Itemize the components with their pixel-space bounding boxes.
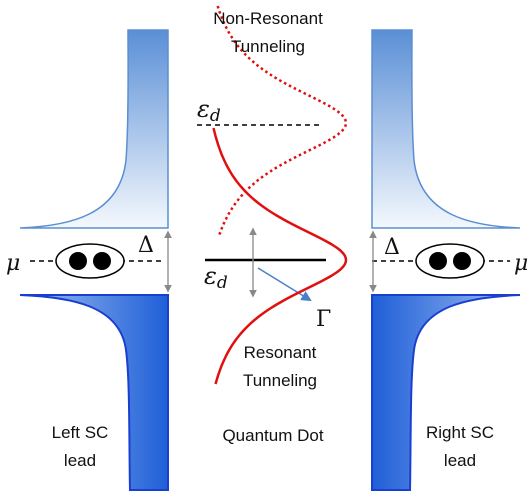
label: Right SC — [426, 423, 494, 442]
subscript: d — [210, 106, 221, 126]
label: Non-Resonant — [213, 9, 323, 28]
right-dos-upper — [372, 30, 520, 228]
label: Left SC — [52, 423, 109, 442]
left-dos-upper — [20, 30, 168, 228]
subscript: d — [217, 273, 228, 293]
mu: μ — [514, 251, 528, 276]
gamma-arrow — [258, 268, 310, 300]
label: Tunneling — [231, 37, 305, 56]
cooper-pair-left — [56, 244, 124, 278]
label: lead — [444, 451, 476, 470]
mu: μ — [6, 251, 20, 276]
symbol: ε — [197, 95, 210, 123]
delta: Δ — [138, 233, 154, 258]
label: Resonant — [244, 343, 317, 362]
cooper-pair-right — [416, 244, 484, 278]
diagram: Non-Resonant Tunneling εd εd Γ Resonant … — [0, 0, 532, 494]
label: lead — [64, 451, 96, 470]
gamma: Γ — [316, 307, 331, 332]
level-label: εd — [197, 95, 221, 126]
label: Quantum Dot — [222, 426, 323, 445]
electron — [93, 252, 111, 270]
electron — [69, 252, 87, 270]
delta: Δ — [384, 235, 400, 260]
symbol: ε — [204, 262, 217, 290]
label: Tunneling — [243, 371, 317, 390]
electron — [429, 252, 447, 270]
electron — [453, 252, 471, 270]
level-label: εd — [204, 262, 228, 293]
